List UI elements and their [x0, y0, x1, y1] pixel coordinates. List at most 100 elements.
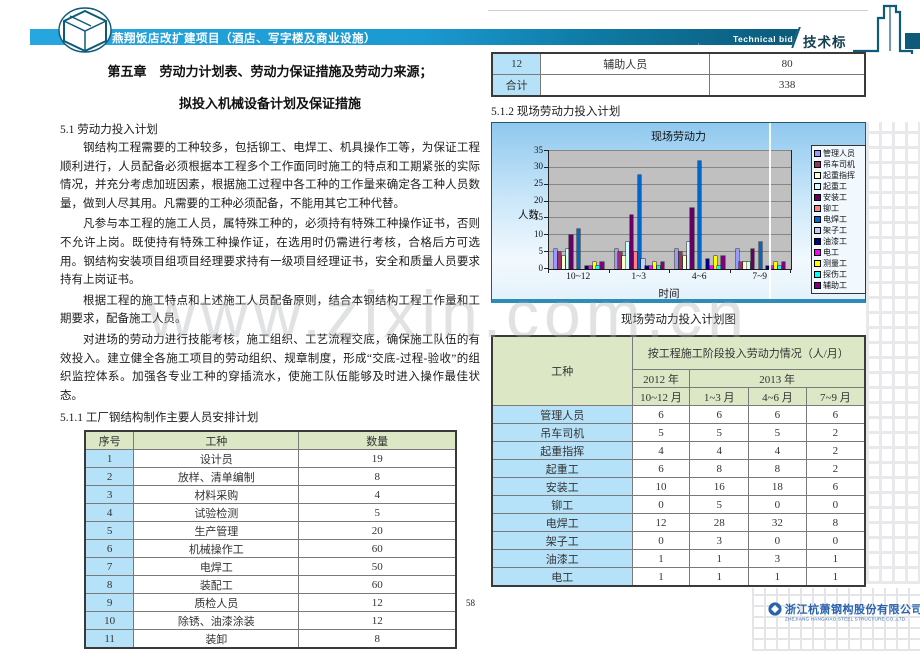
table-cell: 80	[709, 52, 866, 75]
value-cell: 5	[689, 423, 750, 442]
bar-油漆工	[645, 265, 649, 269]
section-5-1-2-heading: 5.1.2 现场劳动力投入计划	[491, 106, 621, 118]
left-column: 第五章 劳动力计划表、劳动力保证措施及劳动力来源； 拟投入机械设备计划及保证措施…	[60, 56, 480, 650]
bar-安装工	[569, 235, 573, 269]
legend-swatch	[814, 150, 821, 157]
y-tick	[544, 234, 548, 236]
value-cell: 6	[805, 405, 866, 424]
legend-swatch	[814, 183, 821, 190]
gridline	[549, 217, 791, 219]
y-tick	[544, 268, 548, 269]
table-row: 12 辅助人员 80	[491, 52, 866, 75]
bar-电工	[649, 265, 653, 269]
table-row: 起重工 6 8 8 2	[491, 459, 866, 478]
table-row: 工种 按工程施工阶段投入劳动力情况（人/月）	[491, 335, 866, 406]
worker-name-cell: 铆工	[491, 495, 633, 514]
chart-legend: 管理人员 吊车司机 起重指挥 起重工 安装工 铆工 电焊工 架子工 油漆工 电工 测量工 探伤工 辅助工	[811, 145, 866, 294]
table-cell: 除锈、油漆涂装	[133, 611, 300, 631]
y-tick	[544, 166, 548, 168]
chart-title: 现场劳动力	[651, 131, 706, 143]
y-tick-label: 10	[534, 228, 543, 239]
worker-name-cell: 起重指挥	[491, 441, 633, 460]
legend-swatch	[814, 216, 821, 223]
bar-辅助工	[600, 262, 604, 269]
header-swoosh	[698, 42, 800, 49]
column-header: 工种	[133, 430, 300, 451]
bar-吊车司机	[678, 252, 683, 269]
y-tick-label: 5	[538, 245, 544, 256]
value-cell: 32	[748, 513, 807, 532]
value-cell: 4	[689, 441, 750, 460]
company-name-cn: 浙江杭萧钢构股份有限公司	[785, 604, 920, 616]
legend-item: 安装工	[814, 192, 864, 203]
legend-swatch	[814, 161, 821, 168]
header-band	[30, 29, 812, 45]
x-tick-label: 10~12	[566, 272, 591, 282]
bar-探伤工	[596, 265, 600, 269]
legend-item: 油漆工	[814, 236, 864, 247]
legend-item: 吊车司机	[814, 159, 864, 170]
company-logo: 浙江杭萧钢构股份有限公司 ZHEJIANG HANGXIAO STEEL STR…	[768, 601, 920, 623]
period-header: 4~6 月	[748, 387, 807, 406]
site-labor-chart: 现场劳动力 人数 时间 管理人员 吊车司机 起重指挥 起重工 安装工 铆工 电焊工 架子工 油漆…	[491, 122, 866, 303]
row-index-cell: 11	[84, 629, 135, 649]
factory-table-continued: 12 辅助人员 80 合计 338	[491, 52, 866, 97]
table-row: 8 装配工 60	[84, 575, 457, 595]
bar-起重指挥	[743, 262, 747, 269]
table-cell: 放样、清单编制	[133, 467, 300, 487]
legend-item: 起重指挥	[814, 170, 864, 181]
worker-name-cell: 电焊工	[491, 513, 633, 532]
value-cell: 18	[748, 477, 807, 496]
section-5-1-heading: 5.1 劳动力投入计划	[60, 124, 158, 136]
table-cell: 装配工	[133, 575, 300, 595]
gridline	[549, 251, 791, 253]
worker-name-cell: 起重工	[491, 459, 633, 478]
value-cell: 6	[748, 405, 807, 424]
value-cell: 8	[748, 459, 807, 478]
value-cell: 1	[748, 567, 807, 587]
bar-吊车司机	[557, 252, 562, 269]
bar-测量工	[592, 262, 596, 269]
y-tick	[544, 183, 548, 185]
row-index-cell: 12	[491, 52, 542, 75]
value-cell: 1	[689, 567, 750, 587]
bar-测量工	[653, 262, 657, 269]
row-index-cell: 3	[84, 485, 135, 505]
table-cell: 4	[298, 485, 457, 505]
factory-table-body: 序号 工种 数量 1 设计员 19 2 放样、清单编制 8 3 材料采购 4 4 试验检测 5 5 生产管理 20…	[84, 430, 457, 649]
bar-起重工	[626, 242, 630, 269]
bar-电焊工	[637, 174, 641, 269]
stage-table-body: 工种 按工程施工阶段投入劳动力情况（人/月） 2012 年 2013 年 10~12 月…	[491, 335, 866, 587]
value-cell: 6	[689, 405, 750, 424]
project-title: 燕翔饭店改扩建项目（酒店、写字楼及商业设施）	[112, 33, 376, 45]
legend-label: 铆工	[823, 204, 839, 213]
bar-辅助工	[660, 262, 665, 269]
row-index-cell: 9	[84, 593, 135, 613]
legend-swatch	[814, 194, 821, 201]
worker-column-header: 工种	[491, 335, 633, 406]
table-cell: 5	[298, 503, 457, 523]
x-axis-title: 时间	[658, 289, 680, 300]
x-tick-label: 1~3	[631, 272, 647, 282]
table-row: 铆工 0 5 0 0	[491, 495, 866, 514]
value-cell: 28	[689, 513, 750, 532]
table-row: 安装工 10 16 18 6	[491, 477, 866, 496]
y-tick-label: 20	[534, 195, 543, 206]
row-index-cell: 1	[84, 449, 135, 469]
table-cell: 电焊工	[133, 557, 300, 577]
value-cell: 1	[631, 567, 691, 587]
value-cell: 0	[748, 531, 807, 550]
gridline	[549, 166, 791, 168]
span-header: 按工程施工阶段投入劳动力情况（人/月）	[631, 335, 866, 370]
bar-探伤工	[656, 265, 661, 269]
bar-起重工	[747, 262, 751, 269]
gridline	[549, 234, 791, 236]
bar-吊车司机	[618, 252, 622, 269]
table-cell: 质检人员	[133, 593, 300, 613]
header-corner-block	[905, 33, 920, 49]
table-row: 电工 1 1 1 1	[491, 567, 866, 587]
table-cell	[540, 74, 711, 97]
worker-name-cell: 管理人员	[491, 405, 633, 424]
table-row: 合计 338	[491, 74, 866, 97]
value-cell: 3	[689, 531, 750, 550]
